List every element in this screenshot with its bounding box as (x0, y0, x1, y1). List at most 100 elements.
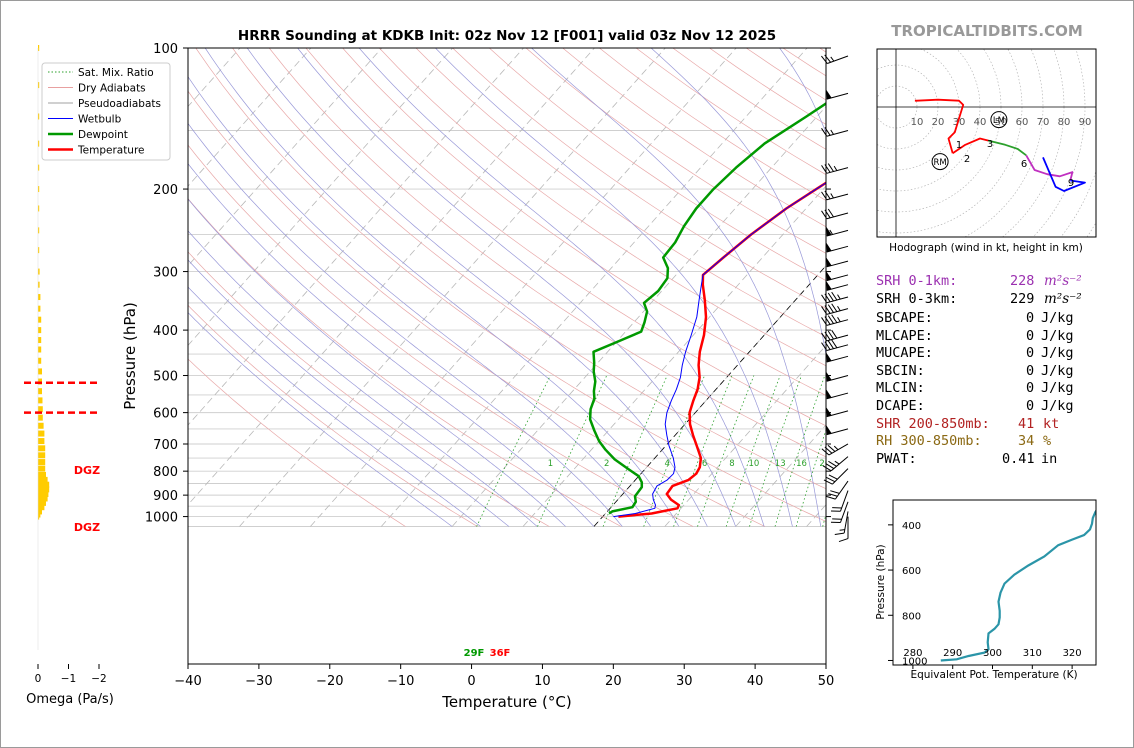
mixing-ratio-label: 1 (548, 459, 553, 469)
moist-adiabat (188, 198, 566, 527)
wind-barb (826, 226, 849, 237)
y-tick-label: 800 (153, 465, 178, 480)
barb-half (834, 460, 840, 465)
barb-half (830, 129, 834, 135)
omega-tick-label: −2 (91, 673, 106, 685)
wind-barb (821, 303, 849, 315)
omega-bar (38, 508, 42, 515)
barb-staff (826, 212, 849, 220)
omega-bar (38, 452, 46, 459)
moist-adiabat (650, 48, 826, 357)
barb-full (826, 476, 836, 483)
barb-full (821, 294, 828, 304)
moist-adiabat (188, 76, 651, 527)
profile-wetbulb (613, 182, 826, 518)
omega-bar (38, 445, 46, 452)
barb-staff (832, 468, 849, 485)
surface-temperature-label: 36F (490, 648, 511, 659)
theta-e-xtick-label: 320 (1063, 648, 1082, 659)
barb-flag (826, 281, 832, 291)
omega-bar (38, 305, 41, 312)
barb-full (827, 330, 834, 340)
index-value: 0 (1026, 380, 1035, 396)
storm-motion-marker (990, 111, 1008, 129)
barb-half (839, 529, 845, 531)
y-tick-label: 700 (153, 438, 178, 453)
omega-bar (38, 140, 40, 147)
hodograph-segment (988, 139, 1027, 157)
barb-full (824, 127, 831, 136)
hodograph-height-label: 9 (1068, 178, 1074, 189)
barb-full (831, 329, 838, 339)
omega-bar (38, 316, 42, 323)
omega-bar (38, 357, 42, 364)
dgz-label-upper: DGZ (74, 464, 100, 477)
x-tick-label: −20 (316, 674, 343, 689)
x-tick-label: −10 (387, 674, 414, 689)
index-value: 0 (1026, 363, 1035, 379)
wind-barb (826, 271, 849, 282)
barb-full (827, 292, 834, 302)
barb-flag (826, 407, 832, 417)
omega-bar (38, 511, 41, 518)
index-unit: J/kg (1041, 363, 1074, 379)
hodograph-ring-label: 40 (974, 117, 987, 128)
barb-full (828, 493, 838, 497)
theta-e-ytick-label: 800 (902, 611, 921, 622)
y-tick-label: 200 (153, 183, 178, 198)
omega-bar (38, 294, 41, 301)
y-tick-label: 100 (153, 42, 178, 57)
barb-full (824, 316, 831, 325)
omega-bar (38, 368, 42, 375)
hodograph-background: 10 20 30 40 50 60 70 80 90 (877, 49, 1096, 237)
barb-staff (826, 375, 849, 382)
theta-e-xtick-label: 280 (903, 648, 922, 659)
barb-staff (826, 229, 849, 237)
index-label: RH 300-850mb: (876, 433, 982, 449)
skew-t-frame (187, 47, 827, 665)
hodograph-ring-label: 30 (953, 117, 966, 128)
wind-barb (826, 407, 849, 418)
hodograph-segment (914, 98, 965, 154)
barb-staff (840, 490, 849, 512)
y-tick-label: 900 (153, 489, 178, 504)
wind-barb (826, 242, 849, 253)
moist-adiabat (188, 122, 623, 527)
theta-e-ytick-label: 400 (902, 521, 921, 532)
dgz-label-lower: DGZ (74, 521, 100, 534)
moist-adiabat (188, 230, 538, 527)
barb-staff (826, 392, 849, 400)
omega-bar (38, 438, 45, 445)
omega-tick-label: 0 (35, 673, 42, 685)
x-axis-label: Temperature (°C) (441, 693, 571, 711)
hodograph-segment (1042, 157, 1086, 192)
barb-staff (834, 480, 849, 500)
barb-full (824, 305, 831, 314)
barb-staff (843, 511, 849, 534)
wind-barb (826, 89, 849, 100)
barb-full (821, 342, 828, 351)
dry-adiabat (188, 198, 622, 527)
index-label: DCAPE: (876, 398, 925, 414)
barb-half (830, 193, 834, 199)
hodograph-ring-label: 90 (1079, 117, 1092, 128)
index-unit: J/kg (1041, 345, 1074, 361)
theta-e-line (940, 509, 1096, 662)
isotherm (188, 48, 383, 267)
barb-full (832, 507, 842, 509)
dry-adiabat (342, 48, 826, 396)
omega-bar (38, 186, 40, 193)
barb-full (838, 538, 849, 543)
barb-half (830, 56, 835, 62)
legend-label: Sat. Mix. Ratio (78, 67, 154, 79)
x-tick-label: 20 (605, 674, 622, 689)
mixing-ratio-label: 10 (748, 459, 759, 469)
x-tick-label: −40 (174, 674, 201, 689)
barb-staff (826, 428, 849, 436)
mixing-ratio-line (697, 375, 755, 527)
omega-bar (38, 337, 42, 344)
x-tick-label: −30 (245, 674, 272, 689)
barb-full (824, 190, 831, 200)
moist-adiabat (188, 312, 453, 527)
theta-e-ylabel: Pressure (hPa) (875, 544, 887, 619)
